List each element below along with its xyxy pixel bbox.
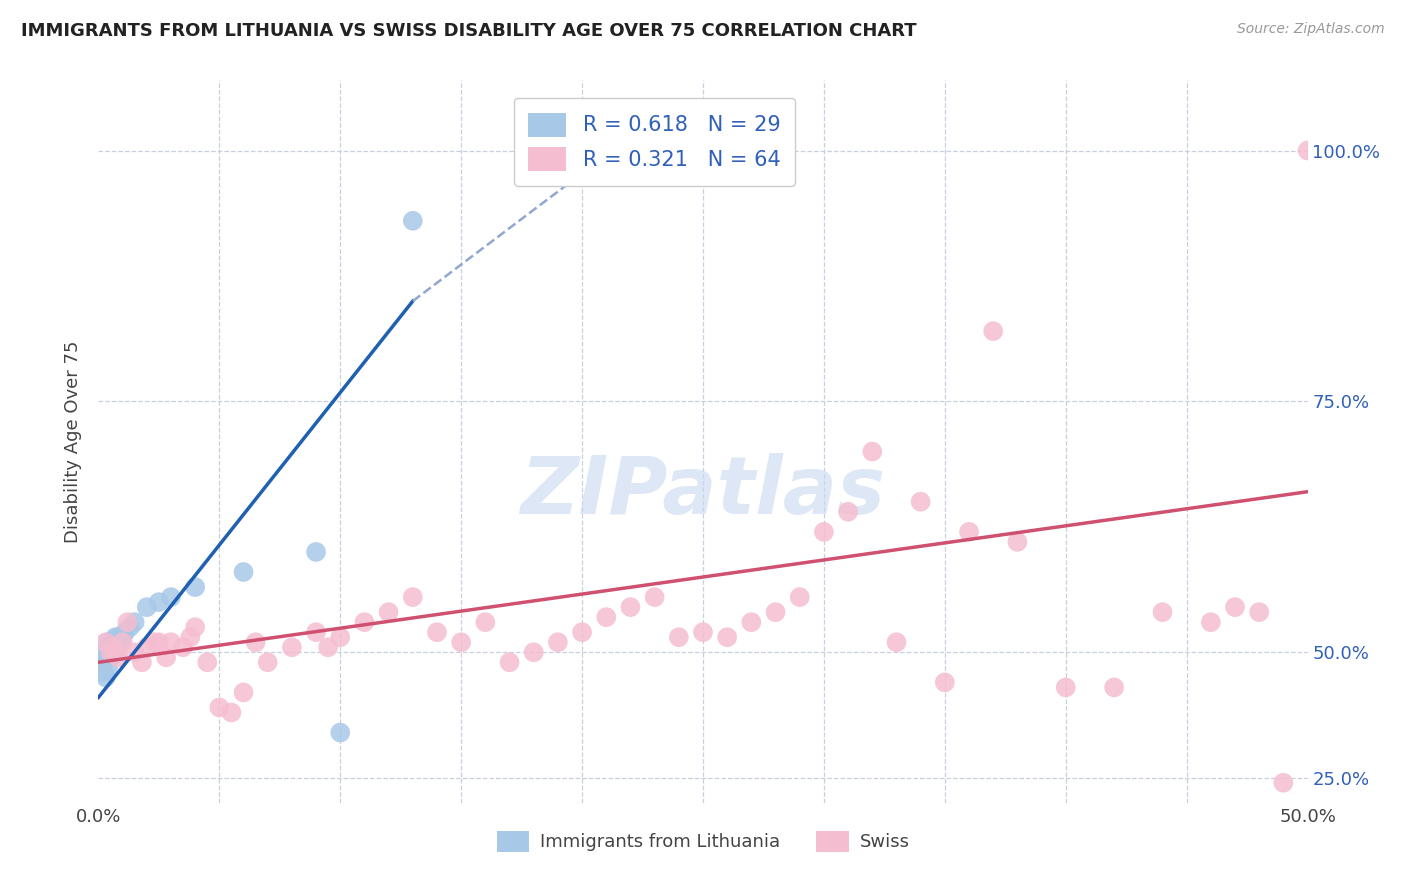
Point	[94, 650, 117, 665]
Point	[107, 630, 129, 644]
Point	[91, 645, 114, 659]
Point	[117, 615, 139, 630]
Point	[426, 625, 449, 640]
Point	[957, 524, 980, 539]
Point	[179, 630, 201, 644]
Point	[523, 645, 546, 659]
Point	[100, 645, 122, 659]
Point	[160, 590, 183, 604]
Text: Source: ZipAtlas.com: Source: ZipAtlas.com	[1237, 22, 1385, 37]
Point	[143, 635, 166, 649]
Point	[111, 630, 134, 644]
Point	[245, 635, 267, 649]
Point	[97, 660, 120, 674]
Point	[114, 625, 136, 640]
Point	[1054, 681, 1077, 695]
Point	[765, 605, 787, 619]
Point	[281, 640, 304, 655]
Point	[184, 580, 207, 594]
Point	[94, 670, 117, 684]
Point	[860, 444, 883, 458]
Point	[90, 655, 112, 669]
Point	[789, 590, 811, 604]
Point	[1102, 681, 1125, 695]
Point	[135, 600, 157, 615]
Point	[160, 635, 183, 649]
Point	[101, 635, 124, 649]
Point	[101, 640, 124, 655]
Point	[97, 635, 120, 649]
Point	[118, 620, 141, 634]
Point	[208, 700, 231, 714]
Point	[94, 635, 117, 649]
Point	[474, 615, 496, 630]
Point	[124, 645, 146, 659]
Point	[595, 610, 617, 624]
Point	[402, 590, 425, 604]
Point	[221, 706, 243, 720]
Point	[402, 213, 425, 227]
Point	[329, 725, 352, 739]
Point	[1007, 535, 1029, 549]
Point	[131, 655, 153, 669]
Point	[1249, 605, 1271, 619]
Point	[353, 615, 375, 630]
Point	[886, 635, 908, 649]
Point	[195, 655, 218, 669]
Point	[619, 600, 641, 615]
Point	[292, 866, 315, 880]
Point	[108, 635, 131, 649]
Point	[155, 650, 177, 665]
Point	[104, 630, 127, 644]
Point	[305, 545, 328, 559]
Y-axis label: Disability Age Over 75: Disability Age Over 75	[65, 340, 83, 543]
Text: IMMIGRANTS FROM LITHUANIA VS SWISS DISABILITY AGE OVER 75 CORRELATION CHART: IMMIGRANTS FROM LITHUANIA VS SWISS DISAB…	[21, 22, 917, 40]
Point	[148, 635, 170, 649]
Point	[107, 640, 129, 655]
Point	[316, 640, 339, 655]
Point	[100, 650, 122, 665]
Point	[104, 645, 127, 659]
Point	[668, 630, 690, 644]
Point	[377, 605, 399, 619]
Point	[107, 650, 129, 665]
Point	[172, 640, 194, 655]
Point	[910, 494, 932, 508]
Point	[232, 565, 254, 579]
Point	[692, 625, 714, 640]
Point	[101, 645, 124, 659]
Point	[329, 630, 352, 644]
Point	[716, 630, 738, 644]
Point	[1199, 615, 1222, 630]
Point	[547, 635, 569, 649]
Point	[981, 324, 1004, 338]
Point	[571, 625, 593, 640]
Legend: Immigrants from Lithuania, Swiss: Immigrants from Lithuania, Swiss	[489, 823, 917, 859]
Point	[1223, 600, 1246, 615]
Point	[135, 640, 157, 655]
Point	[498, 655, 520, 669]
Point	[1272, 776, 1295, 790]
Point	[934, 675, 956, 690]
Point	[813, 524, 835, 539]
Point	[184, 620, 207, 634]
Point	[305, 625, 328, 640]
Point	[1296, 144, 1319, 158]
Point	[450, 635, 472, 649]
Point	[837, 505, 859, 519]
Point	[1152, 605, 1174, 619]
Point	[91, 665, 114, 680]
Text: ZIPatlas: ZIPatlas	[520, 453, 886, 531]
Point	[111, 635, 134, 649]
Point	[124, 615, 146, 630]
Point	[644, 590, 666, 604]
Point	[100, 640, 122, 655]
Point	[232, 685, 254, 699]
Point	[256, 655, 278, 669]
Point	[740, 615, 762, 630]
Point	[104, 645, 127, 659]
Point	[148, 595, 170, 609]
